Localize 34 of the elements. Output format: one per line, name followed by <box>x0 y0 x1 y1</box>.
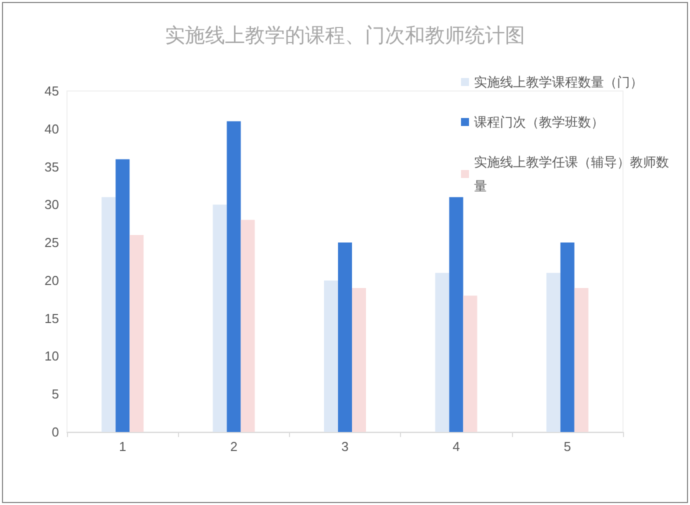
legend-label: 实施线上教学课程数量（门） <box>474 74 643 90</box>
x-tick-label: 1 <box>118 439 126 454</box>
bar <box>212 204 227 432</box>
y-tick-label: 45 <box>44 84 59 98</box>
chart-title: 实施线上教学的课程、门次和教师统计图 <box>165 25 525 47</box>
bar <box>324 280 338 432</box>
bar <box>352 288 366 432</box>
y-tick-label: 0 <box>52 424 59 440</box>
y-tick-label: 25 <box>44 235 59 250</box>
bar <box>560 242 574 432</box>
y-tick-label: 35 <box>44 159 59 174</box>
bar <box>338 242 352 432</box>
bar <box>130 234 144 432</box>
x-tick-label: 5 <box>564 439 572 454</box>
bar <box>546 272 560 432</box>
bar <box>449 197 464 432</box>
bar <box>463 296 478 432</box>
x-tick-label: 4 <box>452 439 460 454</box>
bar <box>240 220 255 432</box>
bar <box>226 121 241 432</box>
bar <box>102 197 116 432</box>
legend-label: 实施线上教学任课（辅导）教师数量 <box>474 154 669 194</box>
y-tick-label: 40 <box>44 121 59 136</box>
x-tick-label: 2 <box>230 439 238 454</box>
y-tick-label: 20 <box>44 272 59 288</box>
y-tick-label: 15 <box>44 310 59 326</box>
bar <box>435 272 450 432</box>
x-tick-label: 3 <box>341 439 349 454</box>
bar <box>574 288 588 432</box>
y-tick-label: 30 <box>44 197 59 212</box>
bar <box>116 159 130 432</box>
y-tick-label: 10 <box>44 348 59 364</box>
y-tick-label: 5 <box>52 386 59 402</box>
legend-label: 课程门次（教学班数） <box>474 114 604 130</box>
